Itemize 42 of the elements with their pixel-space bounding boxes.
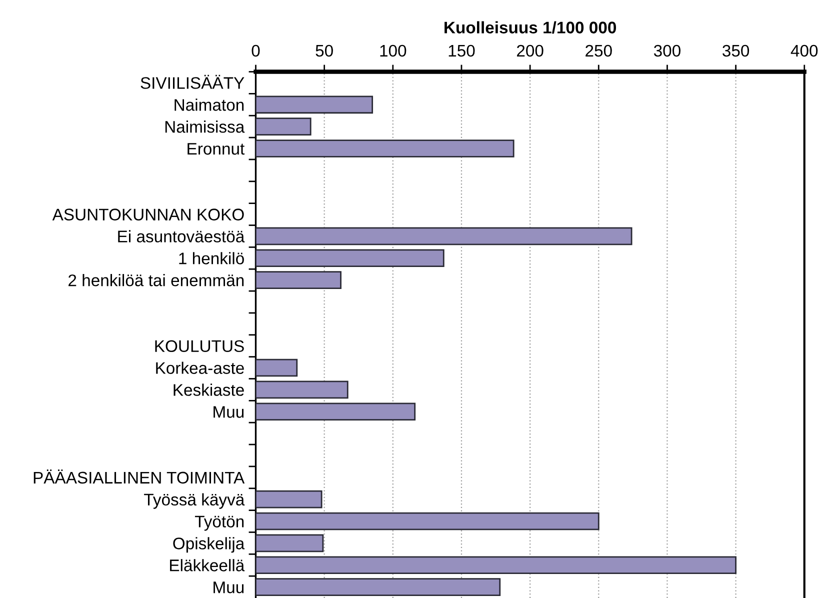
bar [256,512,600,530]
x-tick-label: 50 [316,44,333,57]
bar [256,578,501,596]
bar [256,556,736,574]
bar [256,490,322,508]
y-tick-label: Muu [214,582,244,594]
y-tick-label: 1 henkilö [179,252,244,264]
bar [256,140,514,158]
y-tick-label: 2 henkilöä tai enemmän [68,274,244,286]
x-tick-label: 300 [654,44,680,57]
y-tick-label: PÄÄASIALLINEN TOIMINTA [34,469,245,484]
y-tick-label: Eläkkeellä [170,559,245,572]
x-tick-label: 200 [517,44,544,57]
y-tick-label: Naimisissa [165,120,245,133]
y-tick-label: Opiskelija [173,537,245,553]
y-tick-label: SIVIILISÄÄTY [140,74,244,89]
y-tick-label: Muu [214,406,244,418]
y-tick-label: Ei asuntoväestöä [118,230,245,242]
bar [256,96,374,114]
x-axis-title: Kuolleisuus 1/100 000 [444,21,616,34]
bar [256,118,312,136]
y-tick-label: Keskiaste [174,384,244,396]
bar [256,271,342,289]
bar [256,249,444,268]
y-tick-label: Naimaton [174,98,244,111]
x-tick-label: 100 [380,44,406,57]
y-tick-label: Eronnut [188,143,245,155]
y-tick-label: Korkea-aste [156,362,244,374]
y-tick-label: KOULUTUS [155,340,244,352]
x-tick-label: 400 [790,44,818,57]
bar [256,227,632,246]
x-tick-label: 350 [722,44,750,57]
y-tick-label: Työtön [194,516,244,531]
x-tick-label: 150 [448,44,475,57]
y-tick-label: ASUNTOKUNNAN KOKO [52,208,244,220]
y-tick-label: Työssä käyvä [144,493,245,509]
bar [256,358,298,377]
bar [256,402,416,421]
bar [256,534,324,552]
bar [256,380,348,399]
x-tick-label: 250 [586,44,612,57]
x-tick-label: 0 [252,44,260,57]
